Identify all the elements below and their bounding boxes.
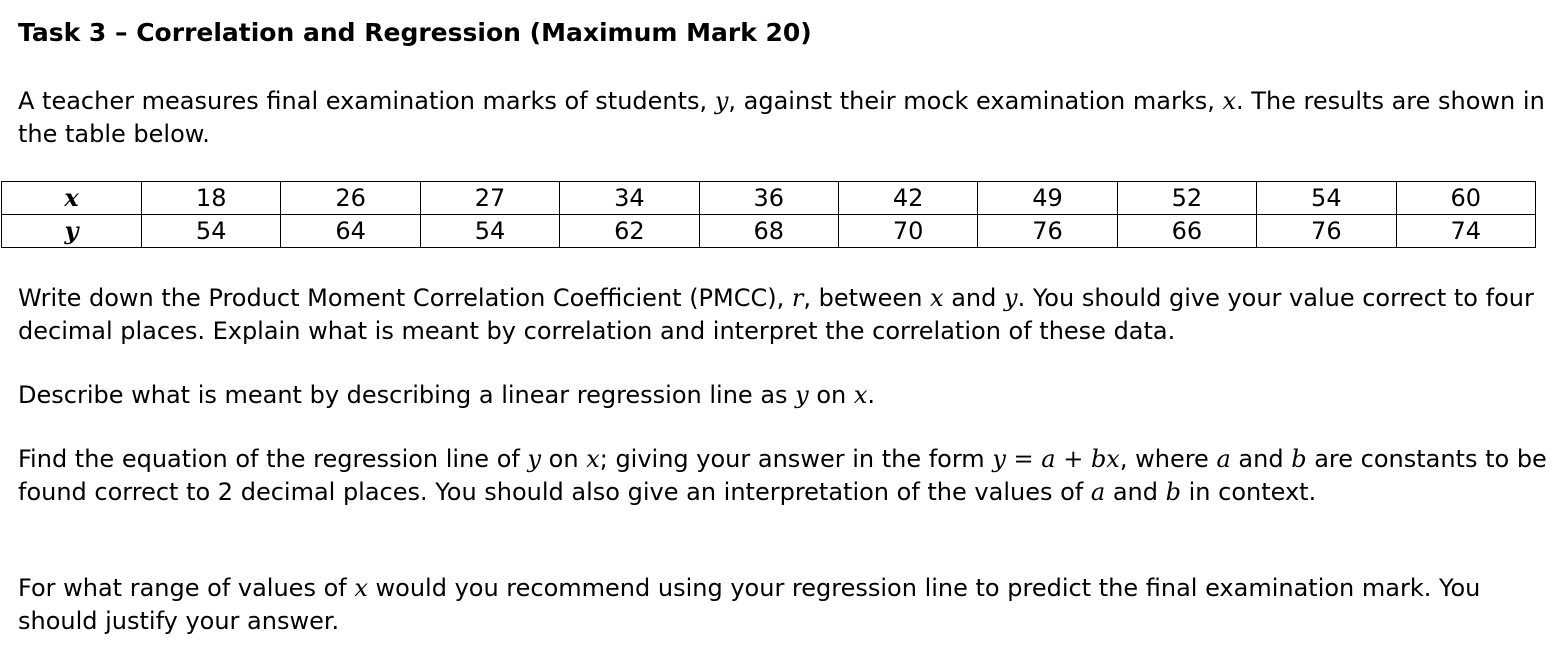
table-cell-y: 70 <box>837 214 979 248</box>
q4-text-2: would you recommend using your regressio… <box>18 574 1481 635</box>
table-cell-y: 68 <box>698 214 839 248</box>
equation-equals: = <box>1005 445 1042 473</box>
table-cell-x: 26 <box>280 181 421 215</box>
table-cell-y: 64 <box>280 214 421 248</box>
variable-y: y <box>527 445 542 473</box>
equation-a: a <box>1041 445 1056 473</box>
q1-text-1: Write down the Product Moment Correlatio… <box>18 284 792 312</box>
variable-x: x <box>1222 87 1237 115</box>
q2-text-3: . <box>867 381 876 409</box>
data-table: x 18 26 27 34 36 42 49 52 54 60 y 54 64 … <box>1 181 1537 248</box>
q3-text-6: are constants to be found correct to 2 d… <box>18 445 1547 506</box>
intro-paragraph: A teacher measures final examination mar… <box>18 85 1548 150</box>
q3-text-7: and <box>1105 477 1166 506</box>
table-cell-x: 54 <box>1256 181 1397 215</box>
table-row-y: y 54 64 54 62 68 70 76 66 76 74 <box>1 214 1537 248</box>
question-pmcc: Write down the Product Moment Correlatio… <box>18 282 1548 347</box>
table-cell-y: 62 <box>559 214 700 248</box>
variable-a: a <box>1216 445 1231 473</box>
table-row-x: x 18 26 27 34 36 42 49 52 54 60 <box>1 181 1537 215</box>
equation-plus: + <box>1055 445 1091 473</box>
variable-y: y <box>795 381 809 409</box>
table-cell-y: 54 <box>140 214 282 248</box>
q1-text-3: and <box>943 284 1004 312</box>
q1-text-2: , between <box>803 284 931 312</box>
q3-text-1: Find the equation of the regression line… <box>18 445 528 473</box>
intro-text-1: A teacher measures final examination mar… <box>18 87 715 115</box>
table-cell-x: 36 <box>698 181 839 215</box>
q3-text-4: , where <box>1119 445 1217 473</box>
q4-text-1: For what range of values of <box>18 574 355 602</box>
table-cell-y: 66 <box>1116 214 1258 248</box>
q2-text-2: on <box>808 381 854 409</box>
variable-a: a <box>1090 477 1106 506</box>
variable-x: x <box>354 574 368 602</box>
row-header-y: y <box>1 214 142 248</box>
question-regression-equation: Find the equation of the regression line… <box>18 443 1548 508</box>
variable-x: x <box>853 381 868 409</box>
intro-text-2: , against their mock examination marks, <box>728 87 1223 115</box>
variable-r: r <box>791 284 804 312</box>
intro-text-3: . The results are shown in the table bel… <box>18 87 1545 148</box>
q2-text-1: Describe what is meant by describing a l… <box>18 381 796 409</box>
variable-y: y <box>1004 284 1018 312</box>
variable-x: x <box>586 445 600 473</box>
variable-b: b <box>1291 445 1307 473</box>
q3-text-5: and <box>1230 445 1292 473</box>
table-cell-x: 42 <box>837 181 979 215</box>
equation-bx: bx <box>1090 445 1120 473</box>
table-cell-y: 76 <box>977 214 1118 248</box>
q3-text-8: in context. <box>1180 477 1317 506</box>
table-cell-x: 49 <box>977 181 1118 215</box>
equation-y: y <box>992 445 1006 473</box>
q1-text-4: . You should give your value correct to … <box>18 284 1534 345</box>
table-cell-x: 60 <box>1395 181 1537 215</box>
table-cell-x: 27 <box>419 181 561 215</box>
table-cell-x: 52 <box>1116 181 1258 215</box>
table-cell-y: 54 <box>419 214 561 248</box>
question-range: For what range of values of x would you … <box>18 572 1548 637</box>
q3-text-3: ; giving your answer in the form <box>599 445 993 473</box>
table-cell-x: 34 <box>559 181 700 215</box>
variable-b: b <box>1165 477 1181 506</box>
task-title: Task 3 – Correlation and Regression (Max… <box>18 18 812 47</box>
variable-y: y <box>714 87 729 115</box>
variable-x: x <box>930 284 944 312</box>
table-cell-x: 18 <box>140 181 282 215</box>
q3-text-2: on <box>541 445 587 473</box>
question-regression-meaning: Describe what is meant by describing a l… <box>18 379 1548 412</box>
row-header-x: x <box>1 181 142 215</box>
table-cell-y: 76 <box>1256 214 1397 248</box>
table-cell-y: 74 <box>1395 214 1537 248</box>
